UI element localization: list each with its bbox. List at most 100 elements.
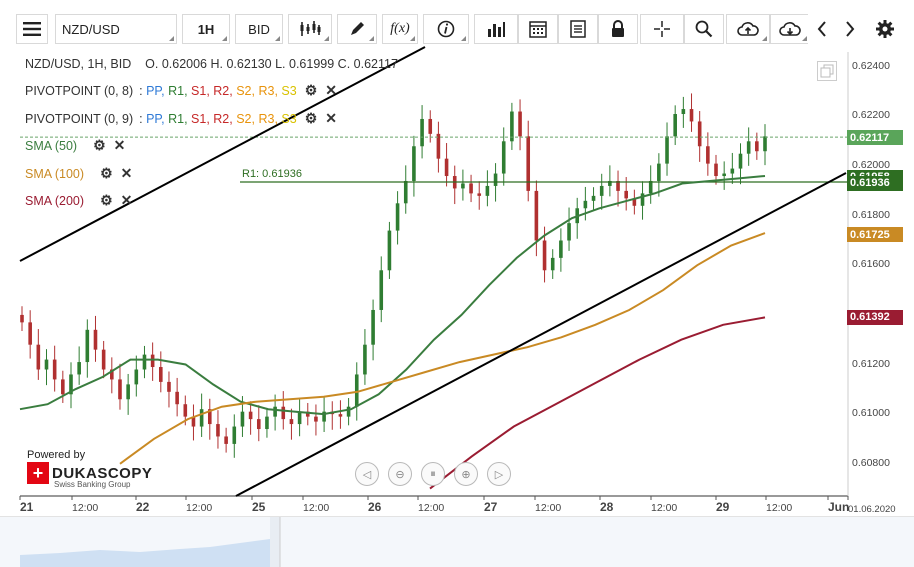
sheet-button[interactable]	[558, 14, 598, 44]
powered-by: Powered by	[27, 449, 86, 461]
lock-button[interactable]	[598, 14, 638, 44]
pivot-level-label: R1,	[168, 83, 192, 98]
candle-body	[273, 406, 277, 417]
candle-body	[420, 118, 424, 147]
x-tick-label: 12:00	[418, 502, 445, 514]
candle-body	[256, 419, 261, 430]
upload-button[interactable]	[726, 14, 770, 44]
gear-icon[interactable]: ⚙	[100, 165, 113, 181]
sma100-line	[119, 232, 766, 465]
ohlc-text: NZD/USD, 1H, BID O. 0.62006 H. 0.62130 L…	[25, 57, 398, 71]
candle-body	[755, 141, 759, 152]
indicators-button[interactable]: f(x)	[382, 14, 418, 44]
timeframe-select[interactable]: 1H	[182, 14, 230, 44]
volume-button[interactable]	[474, 14, 518, 44]
chart-type-button[interactable]	[288, 14, 332, 44]
dukascopy-logo: + DUKASCOPY Swiss Banking Group	[27, 462, 153, 489]
gear-icon[interactable]: ⚙	[100, 192, 113, 208]
pivot-level-label: R3,	[258, 111, 282, 126]
candle-body	[689, 109, 694, 122]
hamburger-icon	[23, 22, 41, 36]
candle-body	[36, 344, 41, 370]
candle-body	[69, 374, 73, 395]
candle-body	[183, 404, 188, 417]
candle-body	[159, 367, 163, 382]
settings-button[interactable]	[868, 14, 902, 44]
pivot-level-label: PP,	[146, 111, 169, 126]
triangle-left-icon: ◁	[362, 468, 372, 481]
candle-body	[52, 359, 57, 380]
zoom-out-button[interactable]: ⊖	[388, 462, 412, 486]
cloud-upload-icon	[737, 22, 759, 36]
candle-body	[461, 183, 465, 189]
gear-icon[interactable]: ⚙	[93, 137, 106, 153]
x-tick-label: 12:00	[535, 502, 562, 514]
symbol-label: NZD/USD	[62, 21, 120, 37]
gear-icon[interactable]: ⚙	[304, 110, 318, 126]
info-button[interactable]	[423, 14, 469, 44]
scroll-left-button[interactable]	[808, 14, 836, 44]
candles-icon	[300, 21, 321, 36]
price-badge-sma200: 0.61392	[847, 309, 903, 325]
brand-name: DUKASCOPY	[52, 464, 153, 482]
candle-body	[322, 411, 326, 422]
candle-body	[395, 203, 400, 231]
candle-body	[706, 146, 710, 164]
candle-body	[730, 168, 735, 174]
candle-body	[191, 416, 196, 427]
draw-tool-button[interactable]	[337, 14, 377, 44]
candle-body	[665, 136, 669, 164]
close-icon[interactable]: ✕	[325, 110, 337, 126]
pivot1-levels: : PP, R1, S1, R2, S2, R3, S3	[139, 83, 297, 98]
candle-body	[542, 240, 547, 271]
y-tick-label: 0.61200	[852, 357, 890, 370]
gear-icon	[876, 20, 894, 38]
pivot2-legend: PIVOTPOINT (0, 9) : PP, R1, S1, R2, S2, …	[25, 110, 337, 127]
symbol-select[interactable]: NZD/USD	[55, 14, 177, 44]
zoom-button[interactable]	[684, 14, 724, 44]
navigator-bar[interactable]	[0, 516, 914, 567]
crosshair-icon	[654, 21, 670, 37]
pivot-level-label: S1,	[191, 111, 214, 126]
pivot-level-label: S3	[281, 111, 297, 126]
calendar-button[interactable]	[518, 14, 558, 44]
candle-body	[101, 349, 106, 370]
close-icon[interactable]: ✕	[120, 165, 133, 181]
candle-body	[110, 369, 114, 380]
y-tick-label: 0.62000	[852, 159, 890, 172]
candle-body	[583, 200, 588, 209]
side-select[interactable]: BID	[235, 14, 283, 44]
crosshair-button[interactable]	[640, 14, 684, 44]
candle-body	[150, 354, 155, 368]
channel-lower-line	[235, 172, 847, 497]
close-icon[interactable]: ✕	[113, 137, 126, 153]
r1-label: R1: 0.61936	[242, 168, 302, 180]
fx-label: f(x)	[390, 21, 410, 36]
reset-button[interactable]: ⏸	[421, 462, 445, 486]
candle-body	[379, 270, 384, 310]
x-tick-label: 22	[136, 500, 150, 514]
sma50-name: SMA (50)	[25, 138, 78, 153]
scroll-forward-button[interactable]: ▷	[487, 462, 511, 486]
sma200-legend: SMA (200) ⚙ ✕	[25, 192, 132, 209]
x-tick-label: 29	[716, 500, 730, 514]
maximize-button[interactable]	[817, 61, 837, 81]
scroll-back-button[interactable]: ◁	[355, 462, 379, 486]
menu-button[interactable]	[16, 14, 48, 44]
overlays-layer	[19, 46, 848, 497]
candle-body	[763, 136, 767, 152]
y-tick-label: 0.61600	[852, 258, 890, 271]
y-tick-label: 0.61000	[852, 407, 890, 420]
candle-body	[616, 180, 620, 191]
gear-icon[interactable]: ⚙	[304, 82, 318, 98]
download-button[interactable]	[770, 14, 810, 44]
scroll-right-button[interactable]	[836, 14, 864, 44]
close-icon[interactable]: ✕	[120, 192, 133, 208]
chevron-left-icon	[817, 21, 826, 37]
candle-body	[657, 163, 661, 181]
maximize-icon	[820, 64, 834, 78]
close-icon[interactable]: ✕	[325, 82, 337, 98]
x-tick-label: 12:00	[303, 502, 330, 514]
zoom-in-button[interactable]: ⊕	[454, 462, 478, 486]
